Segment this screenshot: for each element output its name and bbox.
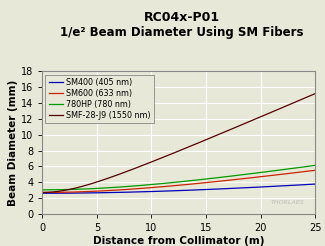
780HP (780 nm) [305, 165, 309, 168]
Text: RC04x-P01: RC04x-P01 [144, 11, 220, 24]
SMF-28-J9 (1550 nm) [306, 95, 309, 98]
Line: SM400 (405 nm): SM400 (405 nm) [42, 184, 315, 193]
SM600 (633 nm) [40, 191, 44, 194]
780HP (780 nm) [255, 171, 259, 174]
SM600 (633 nm) [166, 185, 170, 188]
SM600 (633 nm) [173, 184, 177, 187]
SM600 (633 nm) [54, 191, 58, 194]
SMF-28-J9 (1550 nm) [305, 95, 309, 98]
SM400 (405 nm) [306, 183, 309, 186]
SM600 (633 nm) [313, 169, 317, 172]
780HP (780 nm) [166, 182, 170, 184]
Line: SMF-28-J9 (1550 nm): SMF-28-J9 (1550 nm) [42, 93, 315, 192]
SM400 (405 nm) [166, 189, 170, 192]
SM400 (405 nm) [173, 189, 177, 192]
Y-axis label: Beam Diameter (mm): Beam Diameter (mm) [8, 79, 18, 206]
SMF-28-J9 (1550 nm) [40, 191, 44, 194]
SM600 (633 nm) [255, 176, 259, 179]
SMF-28-J9 (1550 nm) [166, 154, 170, 157]
SM400 (405 nm) [54, 192, 58, 195]
SM600 (633 nm) [306, 170, 309, 173]
SMF-28-J9 (1550 nm) [54, 190, 58, 193]
Line: SM600 (633 nm): SM600 (633 nm) [42, 170, 315, 192]
X-axis label: Distance from Collimator (m): Distance from Collimator (m) [93, 236, 265, 246]
SMF-28-J9 (1550 nm) [313, 92, 317, 95]
SM400 (405 nm) [255, 186, 259, 189]
Line: 780HP (780 nm): 780HP (780 nm) [42, 165, 315, 190]
780HP (780 nm) [40, 188, 44, 191]
Legend: SM400 (405 nm), SM600 (633 nm), 780HP (780 nm), SMF-28-J9 (1550 nm): SM400 (405 nm), SM600 (633 nm), 780HP (7… [46, 75, 154, 123]
Text: 1/e² Beam Diameter Using SM Fibers: 1/e² Beam Diameter Using SM Fibers [60, 26, 304, 39]
Text: THORLABS: THORLABS [270, 200, 304, 205]
SM400 (405 nm) [313, 183, 317, 185]
780HP (780 nm) [54, 188, 58, 191]
SMF-28-J9 (1550 nm) [255, 117, 259, 120]
SM600 (633 nm) [305, 170, 309, 173]
SMF-28-J9 (1550 nm) [173, 151, 177, 154]
SM400 (405 nm) [305, 183, 309, 186]
780HP (780 nm) [173, 181, 177, 184]
SM400 (405 nm) [40, 192, 44, 195]
780HP (780 nm) [313, 164, 317, 167]
780HP (780 nm) [306, 165, 309, 168]
